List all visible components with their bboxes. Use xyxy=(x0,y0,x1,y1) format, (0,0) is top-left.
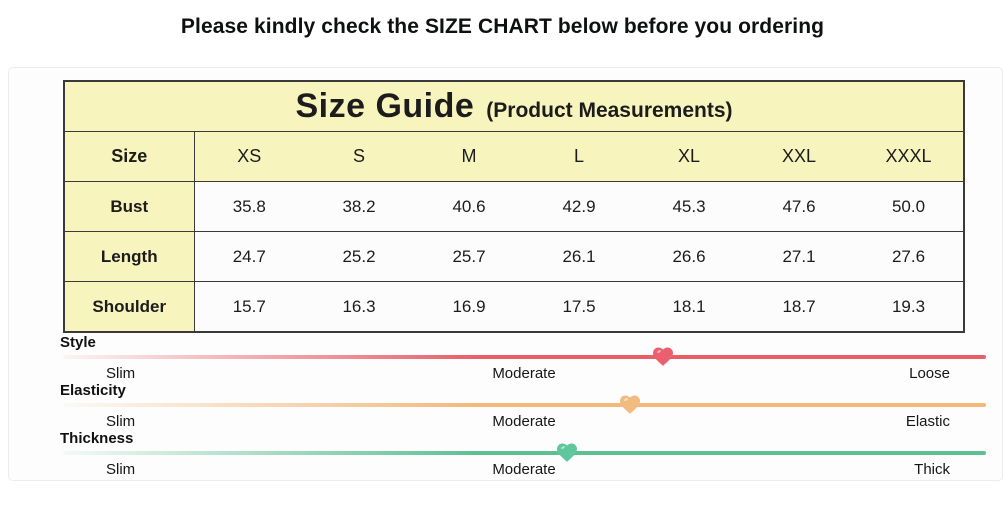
cell-value: 40.6 xyxy=(414,181,524,232)
cell-value: 25.7 xyxy=(414,231,524,282)
size-chart-table: Size Guide (Product Measurements) Size XS… xyxy=(63,80,965,333)
column-header: XL xyxy=(634,131,744,182)
heart-icon xyxy=(619,395,640,414)
table-title-row: Size Guide (Product Measurements) xyxy=(64,80,964,132)
cell-value: 26.1 xyxy=(524,231,634,282)
column-header: XS xyxy=(194,131,304,182)
notice-banner: Please kindly check the SIZE CHART below… xyxy=(180,15,825,38)
row-label: Bust xyxy=(64,181,195,232)
cell-value: 50.0 xyxy=(854,181,964,232)
column-header: S xyxy=(304,131,414,182)
cell-value: 42.9 xyxy=(524,181,634,232)
cell-value: 16.9 xyxy=(414,281,524,332)
cell-value: 47.6 xyxy=(744,181,854,232)
table-title-sub: (Product Measurements) xyxy=(486,99,733,122)
row-label: Shoulder xyxy=(64,281,195,332)
cell-value: 45.3 xyxy=(634,181,744,232)
scale-label-mid: Moderate xyxy=(492,413,556,430)
scale-label-right: Loose xyxy=(909,365,950,382)
cell-value: 38.2 xyxy=(304,181,414,232)
cell-value: 16.3 xyxy=(304,281,414,332)
heart-icon xyxy=(652,347,673,366)
row-label: Length xyxy=(64,231,195,282)
column-header: XXXL xyxy=(854,131,964,182)
cell-value: 35.8 xyxy=(194,181,304,232)
table-title-main: Size Guide xyxy=(295,87,475,125)
attribute-thickness: Thickness Slim Moderate Thick xyxy=(0,430,1005,478)
attribute-style: Style Slim Moderate Loose xyxy=(0,334,1005,382)
attribute-scale-line xyxy=(63,395,986,414)
table-row-length: Length 24.7 25.2 25.7 26.1 26.6 27.1 27.… xyxy=(64,231,964,282)
cell-value: 27.6 xyxy=(854,231,964,282)
scale-label-left: Slim xyxy=(106,365,136,382)
attribute-name: Thickness xyxy=(60,430,134,447)
scale-label-left: Slim xyxy=(106,413,136,430)
cell-value: 18.7 xyxy=(744,281,854,332)
column-header-size: Size xyxy=(64,131,195,182)
column-header: M xyxy=(414,131,524,182)
scale-label-mid: Moderate xyxy=(492,461,556,478)
cell-value: 18.1 xyxy=(634,281,744,332)
scale-label-right: Thick xyxy=(914,461,950,478)
scale-label-right: Elastic xyxy=(905,413,950,430)
cell-value: 15.7 xyxy=(194,281,304,332)
attribute-elasticity: Elasticity Slim Moderate Elastic xyxy=(0,382,1005,430)
attribute-name: Elasticity xyxy=(60,382,126,399)
table-title: Size Guide (Product Measurements) xyxy=(64,80,964,132)
table-row-bust: Bust 35.8 38.2 40.6 42.9 45.3 47.6 50.0 xyxy=(64,181,964,232)
cell-value: 19.3 xyxy=(854,281,964,332)
scale-label-left: Slim xyxy=(106,461,136,478)
table-row-shoulder: Shoulder 15.7 16.3 16.9 17.5 18.1 18.7 1… xyxy=(64,281,964,332)
scale-label-mid: Moderate xyxy=(492,365,556,382)
attribute-scale-line xyxy=(63,443,986,462)
cell-value: 24.7 xyxy=(194,231,304,282)
attribute-scale-line xyxy=(63,347,986,366)
column-header: XXL xyxy=(744,131,854,182)
heart-icon xyxy=(556,443,577,462)
attribute-name: Style xyxy=(60,334,96,351)
cell-value: 17.5 xyxy=(524,281,634,332)
cell-value: 25.2 xyxy=(304,231,414,282)
cell-value: 27.1 xyxy=(744,231,854,282)
cell-value: 26.6 xyxy=(634,231,744,282)
table-header-row: Size XS S M L XL XXL XXXL xyxy=(64,131,964,182)
column-header: L xyxy=(524,131,634,182)
